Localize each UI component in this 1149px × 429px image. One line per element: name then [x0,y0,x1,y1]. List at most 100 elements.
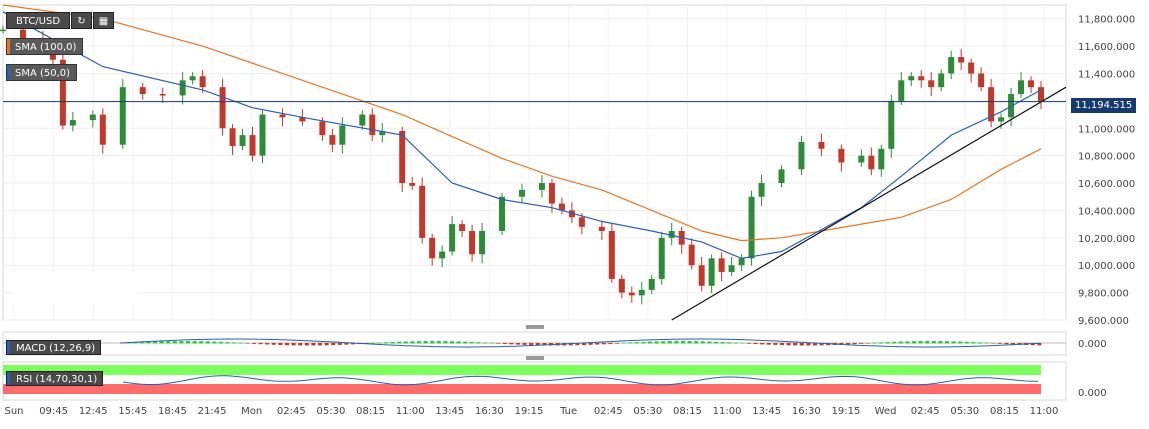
macd-histogram-bar [410,341,415,344]
x-tick-label: 08:15 [990,406,1019,417]
macd-histogram-bar [885,342,890,344]
rsi-line [122,375,1039,386]
macd-histogram-bar [700,341,705,344]
candle-body [0,29,6,32]
macd-histogram-bar [159,341,164,344]
macd-histogram-bar [634,342,639,344]
candle-body [988,87,995,122]
candle-body [658,237,665,279]
candle-body [259,114,266,156]
macd-histogram-bar [337,343,342,345]
sma50-line [2,11,1042,260]
macd-label[interactable]: MACD (12,26,9) [6,340,102,355]
macd-histogram-bar [311,343,316,346]
candle-body [59,59,66,126]
macd-histogram-bar [806,343,811,346]
y-tick-label: 11,600.000 [1078,42,1135,53]
candle-body [568,210,575,218]
macd-histogram-bar [205,341,210,344]
macd-histogram-bar [608,343,613,344]
macd-histogram-bar [615,343,619,344]
macd-histogram-bar [166,341,171,344]
macd-histogram-bar [813,343,817,346]
legend-sma100[interactable]: SMA (100,0) [6,38,84,55]
y-tick-label: 10,600.000 [1078,179,1135,190]
macd-histogram-bar [496,343,501,344]
candle-body [558,203,565,211]
candle-body [99,114,106,145]
macd-histogram-bar [786,343,791,346]
rsi-label[interactable]: RSI (14,70,30,1) [6,371,104,386]
candle-body [399,131,406,184]
candle-body [469,230,476,255]
y-tick-label: 9,600.000 [1078,316,1129,327]
macd-histogram-bar [291,343,296,346]
candle-body [419,185,426,238]
macd-histogram-bar [747,343,751,344]
candle-body [429,237,436,259]
macd-histogram-bar [997,343,1002,344]
macd-histogram-bar [714,341,718,344]
candle-body [648,278,655,290]
candle-body [578,217,585,227]
candle-body [818,141,825,149]
x-tick-label: 11:00 [1030,406,1059,417]
symbol-button[interactable]: BTC/USD [6,12,70,29]
macd-histogram-bar [384,342,388,344]
macd-histogram-bar [1004,343,1009,345]
y-tick-label: 11,800.000 [1078,15,1135,26]
macd-histogram-bar [344,343,349,345]
macd-histogram-bar [245,343,250,344]
macd-histogram-bar [839,343,844,345]
macd-histogram-bar [450,341,454,344]
macd-histogram-bar [232,342,237,344]
macd-histogram-bar [879,342,883,344]
macd-histogram-bar [846,343,850,345]
x-tick-label: 19:15 [832,406,861,417]
y-tick-label: 10,400.000 [1078,206,1135,217]
x-tick-label: Mon [241,406,262,417]
y-tick-label: 10,200.000 [1078,234,1135,245]
candle-body [409,183,416,186]
candle-body [199,76,206,88]
macd-histogram-bar [252,343,256,344]
calendar-button[interactable]: ▦ [93,12,114,29]
x-tick-label: 02:45 [911,406,940,417]
macd-histogram-bar [469,341,474,344]
candle-body [89,114,96,121]
x-tick-label: 21:45 [198,406,227,417]
macd-histogram-bar [153,341,157,344]
candle-body [439,251,446,259]
candle-body [668,230,675,238]
macd-histogram-bar [852,343,857,345]
macd-histogram-bar [483,342,487,344]
blank-overlay [12,272,138,304]
candle-body [948,57,955,74]
candle-body [868,155,875,170]
macd-histogram-bar [436,341,441,344]
legend-sma50[interactable]: SMA (50,0) [6,64,78,81]
macd-histogram-bar [674,341,679,344]
candle-body [608,230,615,279]
x-tick-label: 16:30 [792,406,821,417]
macd-histogram-bar [443,341,448,344]
rsi-oversold-band [3,384,1041,394]
candle-body [538,183,545,190]
macd-histogram-bar [582,343,586,346]
x-tick-label: 15:45 [118,406,147,417]
macd-histogram-bar [139,342,144,344]
refresh-button[interactable]: ↻ [71,12,92,29]
candle-body [279,114,286,118]
macd-histogram-bar [397,341,402,344]
macd-histogram-bar [595,343,600,345]
macd-histogram-bar [938,341,943,344]
macd-zero-label: 0.000 [1078,339,1107,350]
candle-body [499,196,506,231]
candle-body [299,117,306,122]
x-tick-label: 13:45 [435,406,464,417]
macd-histogram-bar [417,341,421,344]
macd-histogram-bar [621,342,626,344]
macd-histogram-bar [918,341,923,344]
x-tick-label: 08:15 [356,406,385,417]
candle-body [1018,80,1025,95]
